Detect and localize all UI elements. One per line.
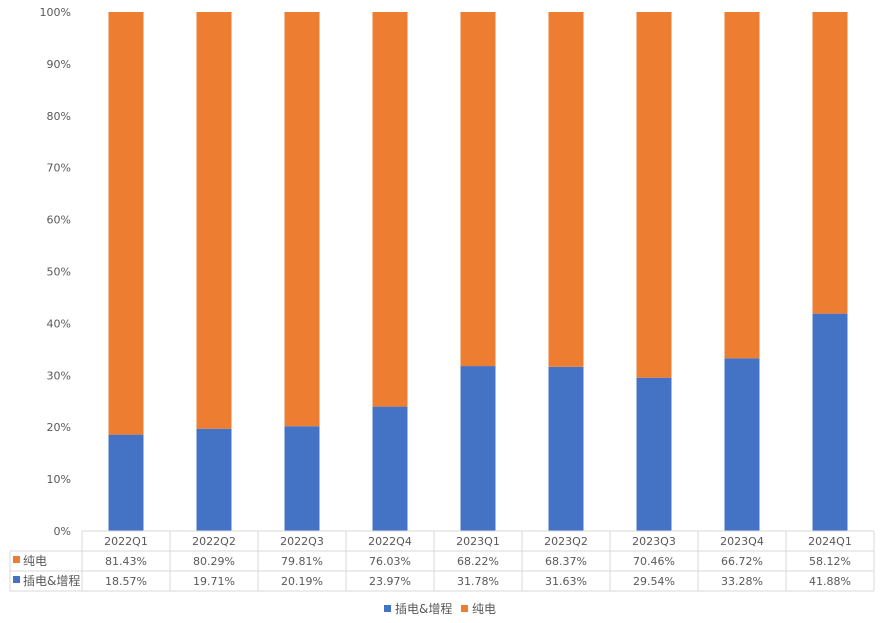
table-legend-key — [13, 576, 20, 583]
bar-segment — [548, 366, 584, 531]
y-tick-label: 10% — [47, 473, 71, 486]
bar-segment — [196, 428, 232, 531]
data-label: 41.88% — [809, 575, 851, 588]
bar-segment — [636, 377, 672, 531]
bar-segment — [284, 12, 320, 427]
x-tick-label: 2023Q1 — [456, 535, 500, 548]
bar-segment — [372, 12, 408, 407]
y-tick-label: 40% — [47, 317, 71, 330]
table-row-label: 插电&增程 — [23, 573, 80, 588]
x-tick-label: 2022Q4 — [368, 535, 412, 548]
bar-segment — [724, 358, 760, 531]
bar-segment — [548, 12, 584, 367]
legend-swatch — [461, 605, 468, 612]
x-tick-label: 2023Q2 — [544, 535, 588, 548]
legend: 插电&增程 纯电 — [384, 601, 496, 616]
y-tick-label: 50% — [47, 266, 71, 279]
data-label: 19.71% — [193, 575, 235, 588]
bar-segment — [284, 426, 320, 531]
y-axis: 0% 10% 20% 30% 40% 50% 60% 70% 80% 90% 100% — [40, 6, 71, 538]
legend-label: 插电&增程 — [395, 601, 452, 616]
y-tick-label: 90% — [47, 58, 71, 71]
y-tick-label: 30% — [47, 369, 71, 382]
bars — [108, 12, 848, 531]
bar-segment — [460, 12, 496, 367]
data-label: 23.97% — [369, 575, 411, 588]
data-label: 33.28% — [721, 575, 763, 588]
y-tick-label: 70% — [47, 162, 71, 175]
data-label: 81.43% — [105, 555, 147, 568]
bar-segment — [636, 12, 672, 378]
y-tick-label: 20% — [47, 421, 71, 434]
y-tick-label: 80% — [47, 110, 71, 123]
bar-segment — [812, 12, 848, 314]
data-label: 31.78% — [457, 575, 499, 588]
bar-segment — [372, 406, 408, 531]
y-tick-label: 0% — [54, 525, 71, 538]
data-label: 31.63% — [545, 575, 587, 588]
x-tick-label: 2023Q3 — [632, 535, 676, 548]
bar-segment — [108, 12, 144, 435]
x-tick-label: 2022Q1 — [104, 535, 148, 548]
data-label: 18.57% — [105, 575, 147, 588]
legend-swatch — [384, 605, 391, 612]
x-tick-label: 2023Q4 — [720, 535, 764, 548]
bar-segment — [812, 313, 848, 531]
y-tick-label: 60% — [47, 214, 71, 227]
table-row-label: 纯电 — [23, 554, 47, 568]
data-label: 68.37% — [545, 555, 587, 568]
table-legend-key — [13, 556, 20, 563]
data-label: 58.12% — [809, 555, 851, 568]
data-label: 29.54% — [633, 575, 675, 588]
x-tick-label: 2022Q2 — [192, 535, 236, 548]
data-table: 2022Q1 2022Q2 2022Q3 2022Q4 2023Q1 2023Q2 2023… — [9, 530, 875, 592]
data-label: 79.81% — [281, 555, 323, 568]
data-label: 70.46% — [633, 555, 675, 568]
data-label: 20.19% — [281, 575, 323, 588]
bar-segment — [460, 366, 496, 531]
data-label: 76.03% — [369, 555, 411, 568]
data-label: 68.22% — [457, 555, 499, 568]
x-tick-label: 2024Q1 — [808, 535, 852, 548]
bar-segment — [108, 434, 144, 531]
bar-segment — [724, 12, 760, 359]
legend-label: 纯电 — [472, 602, 496, 616]
x-tick-label: 2022Q3 — [280, 535, 324, 548]
bar-segment — [196, 12, 232, 429]
data-label: 80.29% — [193, 555, 235, 568]
data-label: 66.72% — [721, 555, 763, 568]
y-tick-label: 100% — [40, 6, 71, 19]
